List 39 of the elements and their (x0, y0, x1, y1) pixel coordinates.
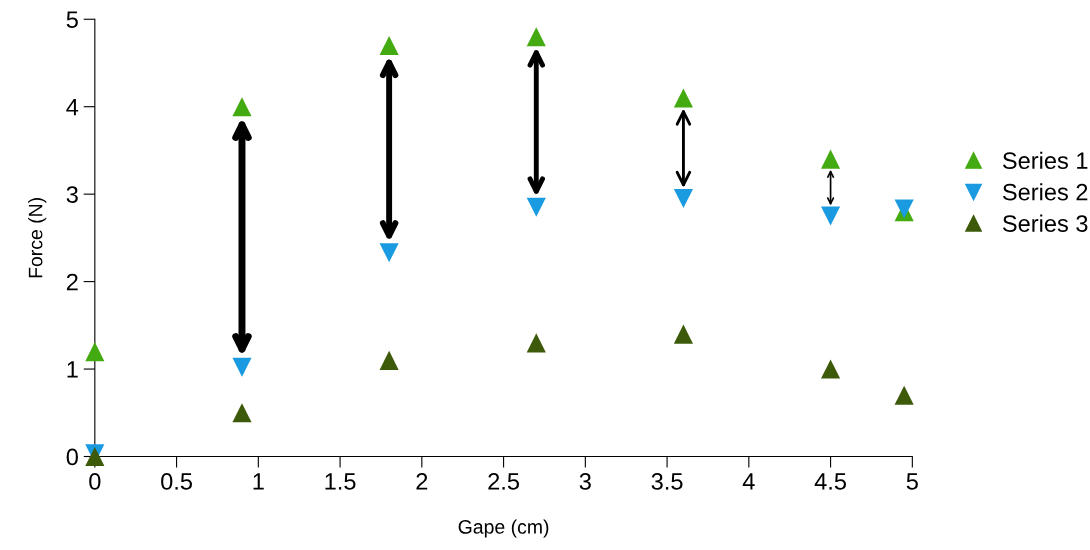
x-tick-label: 2 (416, 473, 428, 490)
point (821, 206, 841, 226)
legend-label: Series 2 (1002, 183, 1088, 201)
point (526, 27, 546, 47)
legend-label: Series 1 (1002, 151, 1088, 170)
x-axis-title: Gape (cm) (458, 519, 549, 538)
point (379, 35, 399, 56)
x-tick-label: 3 (579, 473, 591, 490)
x-tick-label: 3.5 (651, 473, 683, 490)
y-tick-label: 4 (66, 99, 79, 116)
x-tick-label: 1.5 (325, 473, 356, 490)
point (526, 197, 546, 217)
point (232, 97, 252, 117)
point (526, 333, 546, 353)
x-tick-label: 4 (742, 473, 755, 490)
point (85, 341, 105, 362)
point (673, 88, 693, 108)
x-tick-label: 0 (89, 473, 101, 490)
x-tick-label: 1 (253, 473, 264, 490)
y-tick-label: 2 (66, 273, 78, 291)
y-tick-label: 5 (66, 11, 78, 29)
point (232, 403, 252, 423)
point (894, 385, 914, 405)
point (673, 324, 693, 344)
point (379, 243, 399, 263)
x-tick-label: 0.5 (161, 473, 192, 490)
legend-label: Series 3 (1002, 214, 1088, 232)
y-tick-label: 0 (66, 448, 78, 466)
x-tick-label: 5 (906, 473, 918, 490)
point (379, 350, 399, 370)
y-axis-title: Force (N) (28, 198, 47, 278)
point (821, 149, 841, 169)
y-tick-label: 3 (66, 186, 78, 203)
point (673, 188, 693, 209)
point (821, 359, 841, 379)
x-tick-label: 2.5 (488, 473, 519, 490)
point (232, 357, 252, 377)
x-tick-label: 4.5 (814, 473, 846, 490)
y-tick-label: 1 (67, 361, 78, 378)
